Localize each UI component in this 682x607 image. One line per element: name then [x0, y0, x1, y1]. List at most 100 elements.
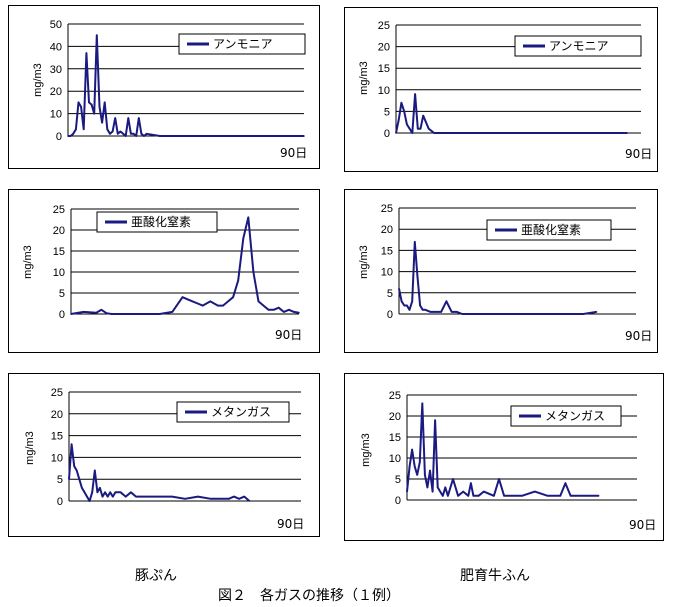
data-point	[101, 121, 103, 124]
y-tick-label: 15	[389, 432, 401, 444]
data-point	[493, 495, 495, 497]
data-point	[145, 132, 148, 135]
data-point	[413, 465, 416, 468]
data-point	[242, 237, 245, 240]
data-point	[419, 127, 422, 130]
y-tick-label: 5	[384, 106, 390, 118]
data-point	[531, 132, 533, 134]
y-axis-label: mg/m3	[32, 63, 44, 97]
data-point	[237, 279, 239, 282]
y-tick-label: 0	[384, 128, 390, 140]
data-point	[529, 313, 532, 315]
data-point	[103, 101, 106, 104]
data-point	[82, 311, 85, 313]
data-point	[100, 309, 103, 311]
data-point	[158, 135, 161, 137]
y-axis-label: mg/m3	[360, 433, 372, 467]
data-point	[106, 128, 109, 131]
data-point	[546, 495, 549, 497]
data-point	[248, 500, 251, 502]
series-line	[395, 93, 628, 134]
data-point	[96, 491, 99, 494]
data-point	[233, 495, 235, 498]
data-point	[470, 482, 472, 484]
legend-label: メタンガス	[211, 405, 271, 419]
y-tick-label: 10	[50, 109, 62, 121]
chart-svg: 0 5 10 15 20 25 mg/m3 90日 メタンガス	[360, 390, 656, 532]
data-point	[250, 135, 253, 137]
data-point	[626, 132, 629, 134]
data-point	[414, 93, 416, 95]
data-point	[533, 490, 536, 493]
x-axis-end-label: 90日	[280, 146, 307, 160]
y-tick-label: 25	[389, 390, 401, 402]
data-point	[101, 495, 104, 498]
data-point	[83, 491, 86, 494]
data-point	[397, 119, 400, 121]
series-line	[70, 216, 300, 315]
legend-label: アンモニア	[549, 39, 609, 53]
data-point	[503, 313, 506, 315]
data-point	[140, 132, 143, 135]
data-point	[452, 478, 454, 480]
data-point	[86, 495, 88, 498]
data-point	[184, 498, 186, 500]
data-point	[403, 304, 406, 307]
data-point	[70, 443, 73, 446]
y-tick-label: 25	[381, 203, 393, 215]
data-point	[110, 313, 113, 315]
legend-box	[96, 211, 218, 233]
data-point	[209, 300, 212, 303]
data-point	[227, 300, 229, 303]
data-point	[127, 117, 130, 119]
data-point	[133, 313, 136, 315]
data-point	[201, 304, 204, 307]
data-point	[435, 311, 437, 313]
data-point	[408, 308, 411, 311]
legend-box	[514, 35, 642, 57]
y-tick-label: 0	[56, 131, 62, 143]
legend-label: メタンガス	[545, 409, 605, 423]
y-tick-label: 10	[378, 85, 390, 97]
data-point	[88, 500, 91, 502]
data-point	[462, 490, 465, 493]
data-point	[237, 135, 240, 137]
data-point	[445, 300, 448, 303]
y-tick-label: 0	[387, 309, 393, 321]
data-point	[91, 491, 93, 494]
data-point	[444, 486, 447, 489]
y-tick-label: 15	[53, 246, 65, 258]
data-point	[597, 495, 600, 497]
y-tick-label: 5	[387, 288, 393, 300]
chart-svg: 0 5 10 15 20 25 mg/m3 90日 亜酸化窒素	[22, 204, 302, 342]
y-tick-label: 10	[389, 453, 401, 465]
y-tick-label: 25	[53, 204, 65, 216]
data-point	[395, 132, 397, 134]
data-point	[172, 135, 174, 137]
data-point	[124, 135, 127, 137]
data-point	[104, 491, 106, 494]
legend-box	[178, 33, 306, 55]
data-point	[503, 495, 505, 497]
data-point	[408, 465, 411, 468]
data-point	[119, 491, 122, 494]
y-tick-label: 20	[50, 86, 62, 98]
data-point	[146, 313, 148, 315]
y-tick-label: 40	[50, 41, 62, 53]
y-tick-label: 50	[50, 19, 62, 31]
data-point	[521, 495, 523, 497]
data-point	[414, 241, 416, 243]
data-point	[99, 487, 101, 489]
data-point	[85, 52, 88, 54]
data-point	[262, 304, 265, 307]
data-point	[93, 112, 96, 115]
data-point	[224, 135, 227, 137]
y-tick-label: 10	[51, 452, 63, 464]
y-tick-label: 0	[59, 309, 65, 321]
data-point	[105, 312, 108, 314]
data-point	[69, 135, 72, 137]
data-point	[421, 402, 424, 405]
series-line	[398, 240, 597, 315]
data-point	[564, 482, 567, 484]
data-point	[290, 135, 292, 137]
